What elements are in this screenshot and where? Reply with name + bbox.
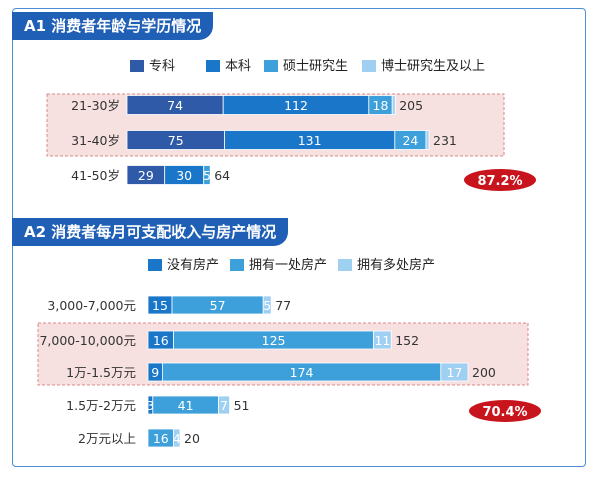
- legend-swatch-0-3: [362, 60, 376, 72]
- percentage-badge-0: [464, 169, 536, 191]
- category-label-0-0: 21-30岁: [71, 98, 120, 113]
- bar-label-1-3-0: 3: [146, 398, 154, 413]
- bar-label-1-4-1: 16: [153, 431, 169, 446]
- total-label-0-2: 64: [214, 168, 230, 183]
- bar-1-1-2: [373, 330, 392, 350]
- bar-label-1-1-1: 125: [262, 333, 286, 348]
- bar-label-0-2-1: 30: [176, 168, 192, 183]
- bar-0-1-3: [425, 130, 430, 150]
- bar-1-4-2: [173, 428, 181, 448]
- bar-label-0-0-2: 18: [373, 98, 389, 113]
- legend-label-1-0: 没有房产: [167, 257, 219, 273]
- bar-label-1-0-2: 5: [263, 298, 271, 313]
- legend-label-0-2: 硕士研究生: [283, 59, 348, 74]
- legend-label-0-3: 博士研究生及以上: [381, 59, 485, 74]
- bar-label-0-2-0: 29: [138, 168, 154, 183]
- category-label-1-0: 3,000-7,000元: [47, 298, 136, 313]
- total-label-1-0: 77: [275, 298, 291, 313]
- bar-label-1-2-0: 9: [151, 365, 159, 380]
- total-label-0-1: 231: [433, 133, 457, 148]
- legend-label-1-1: 拥有一处房产: [249, 257, 327, 273]
- bar-label-1-0-1: 57: [210, 298, 226, 313]
- total-label-1-3: 51: [234, 398, 250, 413]
- bar-label-0-1-1: 131: [298, 133, 322, 148]
- chart-a2-title: A2 消费者每月可支配收入与房产情况: [12, 218, 289, 246]
- bar-0-2-2: [203, 165, 211, 185]
- bar-label-0-0-0: 74: [167, 98, 183, 113]
- legend-swatch-1-0: [148, 259, 162, 271]
- bar-label-0-2-2: 5: [203, 168, 211, 183]
- legend-label-1-2: 拥有多处房产: [357, 257, 435, 273]
- legend-swatch-1-2: [338, 259, 352, 271]
- bar-1-0-2: [262, 295, 272, 315]
- legend-label-0-0: 专科: [149, 59, 175, 74]
- bar-label-1-0-0: 15: [152, 298, 168, 313]
- bar-label-0-1-0: 75: [168, 133, 184, 148]
- total-label-1-4: 20: [184, 431, 200, 446]
- bar-label-1-2-2: 17: [446, 365, 462, 380]
- bar-label-1-4-2: 4: [173, 431, 181, 446]
- percentage-badge-label-1: 70.4%: [482, 405, 527, 420]
- bar-label-1-1-2: 11: [374, 333, 390, 348]
- legend-swatch-0-0: [130, 60, 144, 72]
- bar-label-0-1-2: 24: [402, 133, 418, 148]
- category-label-1-4: 2万元以上: [78, 431, 136, 446]
- legend-label-0-1: 本科: [225, 59, 251, 74]
- legend-swatch-0-2: [264, 60, 278, 72]
- legend-swatch-0-1: [206, 60, 220, 72]
- legend-swatch-1-1: [230, 259, 244, 271]
- percentage-badge-label-0: 87.2%: [477, 174, 522, 189]
- bar-label-1-3-2: 7: [220, 398, 228, 413]
- category-label-1-1: 7,000-10,000元: [39, 333, 136, 348]
- bar-label-1-3-1: 41: [178, 398, 194, 413]
- bar-label-1-1-0: 16: [153, 333, 169, 348]
- category-label-0-2: 41-50岁: [71, 168, 120, 183]
- bar-label-1-2-1: 174: [290, 365, 314, 380]
- category-label-0-1: 31-40岁: [71, 133, 120, 148]
- category-label-1-2: 1万-1.5万元: [66, 365, 136, 380]
- bar-1-3-2: [217, 395, 230, 415]
- total-label-0-0: 205: [399, 98, 423, 113]
- percentage-badge-1: [469, 400, 541, 422]
- total-label-1-2: 200: [472, 365, 496, 380]
- total-label-1-1: 152: [395, 333, 419, 348]
- category-label-1-3: 1.5万-2万元: [66, 398, 136, 413]
- bar-0-0-3: [391, 95, 396, 115]
- chart-a1-title: A1 消费者年龄与学历情况: [12, 12, 214, 40]
- bar-1-2-2: [440, 362, 469, 382]
- bar-label-0-0-1: 112: [284, 98, 308, 113]
